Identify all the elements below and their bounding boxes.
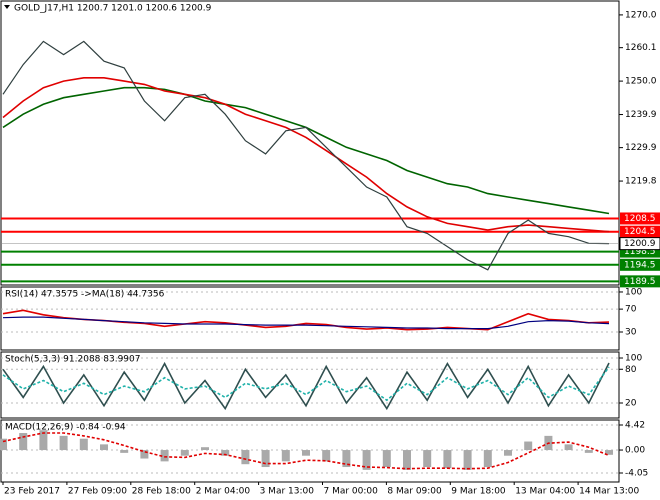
- last-price-box: [619, 237, 660, 251]
- x-tick-label: 13 Mar 04:00: [515, 487, 575, 497]
- histogram-bar: [0, 438, 7, 451]
- histogram-bar: [59, 435, 68, 451]
- histogram-bar: [39, 430, 48, 451]
- histogram-bar: [463, 450, 472, 470]
- histogram-bar: [584, 450, 593, 453]
- histogram-bar: [160, 450, 169, 462]
- y-tick-label: 1270.0: [625, 10, 657, 20]
- panel-title: RSI(14) 47.3575 ->MA(18) 44.7356: [5, 290, 165, 300]
- histogram-bar: [605, 450, 613, 455]
- series-line: [2, 86, 610, 215]
- histogram-bar: [322, 450, 331, 462]
- x-tick-label: 2 Mar 04:00: [196, 487, 251, 497]
- panel-frame: [0, 419, 620, 483]
- x-tick-label: 27 Feb 09:00: [68, 487, 127, 497]
- level-label: 1208.5: [624, 214, 656, 224]
- level-label-box: [620, 212, 660, 225]
- y-tick-label: 1260.1: [625, 43, 657, 53]
- series-line: [2, 316, 610, 330]
- panel-title: GOLD_J17,H1 1200.7 1201.0 1200.6 1200.9: [14, 4, 212, 14]
- histogram-bar: [403, 450, 411, 470]
- histogram-bar: [382, 450, 391, 468]
- histogram-bar: [120, 450, 129, 453]
- series-line: [2, 40, 610, 271]
- level-label-box: [620, 258, 660, 271]
- level-label: 1194.5: [624, 260, 656, 270]
- histogram-bar: [524, 441, 533, 451]
- level-label-box: [620, 275, 660, 288]
- y-tick-label: 20: [625, 398, 637, 408]
- histogram-bar: [443, 450, 452, 469]
- histogram-bar: [302, 450, 310, 456]
- histogram-bar: [342, 450, 351, 468]
- histogram-bar: [281, 450, 290, 462]
- y-tick-label: 1239.9: [625, 110, 657, 120]
- histogram-bar: [504, 450, 512, 456]
- y-tick-label: 100: [625, 354, 642, 364]
- level-label: 1189.5: [624, 277, 656, 287]
- panel-frame: [0, 0, 620, 286]
- last-price-label: 1200.9: [624, 239, 656, 249]
- panel-title: MACD(12,26,9) -0.84 -0.94: [5, 423, 126, 433]
- y-tick-label: 1250.0: [625, 77, 657, 87]
- panel-frame: [0, 286, 620, 351]
- x-tick-label: 28 Feb 18:00: [132, 487, 191, 497]
- histogram-bar: [362, 450, 371, 470]
- x-tick-label: 8 Mar 09:00: [387, 487, 442, 497]
- y-tick-label: 1229.9: [625, 143, 657, 153]
- series-line: [2, 432, 610, 470]
- histogram-bar: [180, 450, 189, 456]
- y-tick-label: 1219.8: [625, 177, 657, 187]
- histogram-bar: [241, 450, 250, 465]
- level-label: 1204.5: [624, 227, 656, 237]
- y-tick-label: 80: [625, 365, 637, 375]
- x-tick-label: 7 Mar 00:00: [324, 487, 379, 497]
- histogram-bar: [140, 450, 149, 459]
- panel-frame: [0, 351, 620, 419]
- series-line: [2, 366, 610, 402]
- histogram-bar: [201, 447, 209, 451]
- y-tick-label: 0.00: [625, 446, 645, 456]
- y-tick-label: 70: [625, 305, 637, 315]
- histogram-bar: [100, 444, 108, 451]
- y-tick-label: 30: [625, 327, 637, 337]
- x-tick-label: 14 Mar 13:00: [579, 487, 639, 497]
- x-tick-label: 3 Mar 13:00: [260, 487, 315, 497]
- histogram-bar: [79, 438, 88, 451]
- histogram-bar: [221, 450, 230, 456]
- level-label-box: [620, 225, 660, 238]
- x-tick-label: 23 Feb 2017: [4, 487, 60, 497]
- histogram-bar: [564, 444, 573, 451]
- histogram-bar: [19, 433, 28, 451]
- histogram-bar: [261, 450, 270, 468]
- x-tick-label: 9 Mar 18:00: [451, 487, 506, 497]
- panel-title: Stoch(5,3,3) 91.2088 83.9907: [5, 355, 140, 365]
- histogram-bar: [483, 450, 492, 468]
- y-tick-label: 4.42: [625, 420, 645, 430]
- y-tick-label: -4.05: [625, 468, 648, 478]
- y-tick-label: 100: [625, 287, 642, 297]
- series-line: [2, 361, 610, 411]
- symbol-arrow: [4, 5, 10, 9]
- histogram-bar: [423, 450, 432, 468]
- level-label: 1198.5: [624, 247, 656, 257]
- series-line: [2, 77, 610, 233]
